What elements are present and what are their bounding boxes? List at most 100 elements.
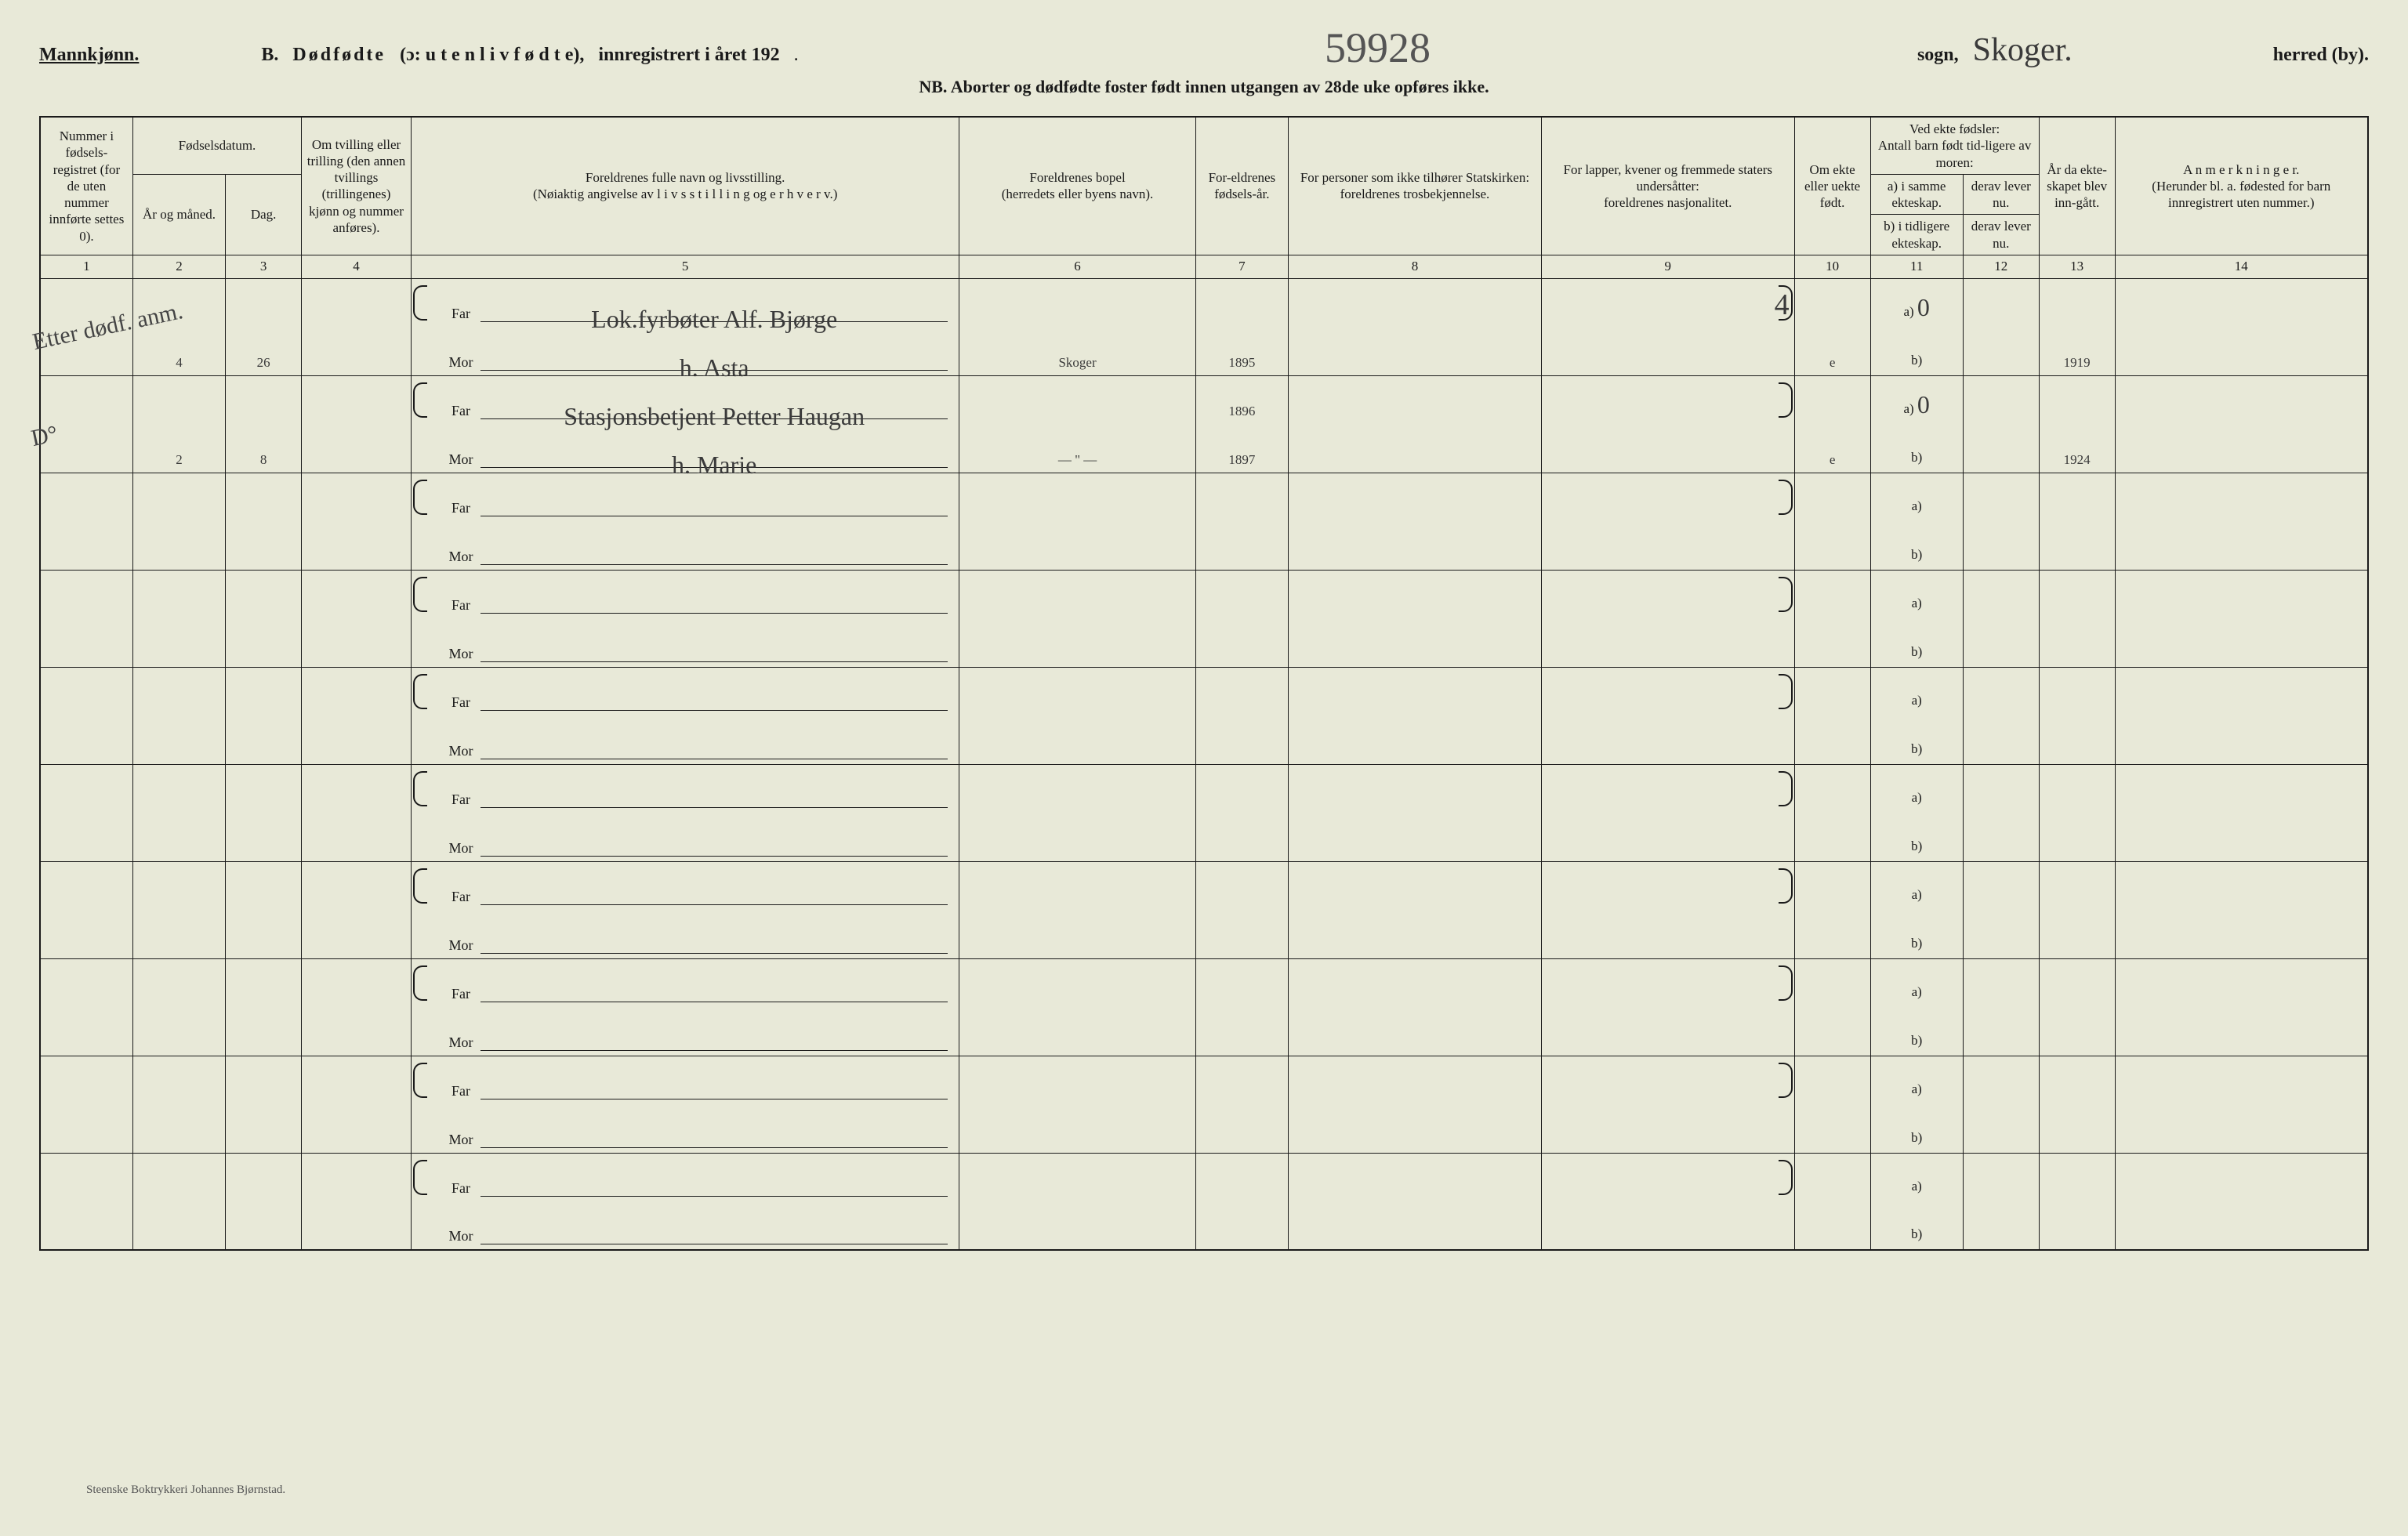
mor-label: Mor: [441, 840, 481, 857]
anm-cell: [2115, 764, 2368, 861]
col9-mor-cell: [1541, 1007, 1794, 1056]
col1-cell: [40, 1153, 132, 1250]
aar-ekt-cell: [2039, 1056, 2115, 1153]
mor-cell: Morh. Marie: [411, 424, 959, 473]
far-label: Far: [441, 597, 481, 614]
b-cell: b): [1870, 618, 1963, 667]
b-cell: b): [1870, 424, 1963, 473]
c12a-cell: [1963, 1056, 2039, 1104]
b-cell: b): [1870, 521, 1963, 570]
aar-ekt-cell: [2039, 1153, 2115, 1250]
aar-ekt-cell: [2039, 473, 2115, 570]
far-label: Far: [441, 694, 481, 711]
far-cell: Far: [411, 1153, 959, 1201]
col4-cell: [302, 570, 412, 667]
aar-ekt-cell: [2039, 958, 2115, 1056]
mor-aar-cell: [1195, 813, 1288, 861]
colnum: 13: [2039, 255, 2115, 278]
b-cell: b): [1870, 1201, 1963, 1250]
col1-cell: [40, 861, 132, 958]
far-label: Far: [441, 986, 481, 1002]
col3-cell: [226, 1153, 302, 1250]
colnum: 12: [1963, 255, 2039, 278]
col9-mor-cell: [1541, 813, 1794, 861]
anm-cell: [2115, 278, 2368, 375]
far-value: [481, 596, 948, 614]
ekte-cell: [1794, 861, 1870, 958]
col-11-group-header: Ved ekte fødsler: Antall barn født tid-l…: [1870, 117, 2039, 174]
col-2-group-header: Fødselsdatum.: [132, 117, 301, 174]
col9-far-cell: [1541, 958, 1794, 1007]
c12b-cell: [1963, 327, 2039, 375]
far-value: [481, 1082, 948, 1099]
far-aar-cell: [1195, 764, 1288, 813]
col4-cell: [302, 958, 412, 1056]
col2-cell: [132, 1056, 225, 1153]
mor-value: h. Asta: [481, 353, 948, 371]
mor-cell: Mor: [411, 813, 959, 861]
mor-cell: Mor: [411, 618, 959, 667]
bopel-cell: Skoger: [959, 278, 1195, 375]
col3-cell: [226, 764, 302, 861]
brace-right-icon: [1779, 382, 1793, 418]
footer-printer: Steenske Boktrykkeri Johannes Bjørnstad.: [86, 1483, 285, 1497]
col2-cell: [132, 764, 225, 861]
brace-icon: [413, 771, 427, 807]
mor-label: Mor: [441, 1132, 481, 1148]
col8-cell: [1289, 1056, 1542, 1153]
aar-ekt-cell: [2039, 570, 2115, 667]
col2-cell: [132, 861, 225, 958]
a-cell: a): [1870, 667, 1963, 715]
far-aar-cell: [1195, 861, 1288, 910]
brace-right-icon: [1779, 285, 1793, 321]
col8-cell: [1289, 861, 1542, 958]
c12b-cell: [1963, 424, 2039, 473]
far-value: [481, 985, 948, 1002]
bopel-cell: [959, 473, 1195, 570]
mor-aar-cell: [1195, 521, 1288, 570]
section-letter: B.: [261, 45, 278, 66]
far-label: Far: [441, 500, 481, 516]
col-4-header: Om tvilling eller trilling (den annen tv…: [302, 117, 412, 255]
mor-value: [481, 645, 948, 662]
mor-aar-cell: 1897: [1195, 424, 1288, 473]
c12a-cell: [1963, 473, 2039, 521]
a-cell: a) 0: [1870, 375, 1963, 424]
c12a-cell: [1963, 958, 2039, 1007]
mor-aar-cell: [1195, 1007, 1288, 1056]
bopel-cell: [959, 1153, 1195, 1250]
column-number-row: 1 2 3 4 5 6 7 8 9 10 11 12 13 14: [40, 255, 2368, 278]
brace-icon: [413, 577, 427, 613]
colnum: 10: [1794, 255, 1870, 278]
c12b-cell: [1963, 910, 2039, 958]
col2-cell: [132, 473, 225, 570]
ekte-cell: e: [1794, 375, 1870, 473]
b-cell: b): [1870, 813, 1963, 861]
header-row: Mannkjønn. B. Dødfødte (ɔ: u t e n l i v…: [39, 31, 2369, 69]
aar-ekt-cell: 1919: [2039, 278, 2115, 375]
title-main: Dødfødte: [292, 45, 386, 66]
bopel-cell: [959, 570, 1195, 667]
mor-cell: Mor: [411, 1201, 959, 1250]
anm-cell: [2115, 375, 2368, 473]
mor-aar-cell: 1895: [1195, 327, 1288, 375]
aar-ekt-cell: 1924: [2039, 375, 2115, 473]
col1-cell: [40, 764, 132, 861]
anm-cell: [2115, 958, 2368, 1056]
bopel-cell: [959, 958, 1195, 1056]
far-label: Far: [441, 1180, 481, 1197]
mor-label: Mor: [441, 1034, 481, 1051]
mor-cell: Morh. Asta: [411, 327, 959, 375]
colnum: 6: [959, 255, 1195, 278]
col1-cell: [40, 473, 132, 570]
col9-mor-cell: [1541, 521, 1794, 570]
anm-cell: [2115, 473, 2368, 570]
col4-cell: [302, 375, 412, 473]
col2-cell: 2: [132, 375, 225, 473]
col9-far-cell: [1541, 1153, 1794, 1201]
far-aar-cell: [1195, 278, 1288, 327]
far-label: Far: [441, 403, 481, 419]
colnum: 3: [226, 255, 302, 278]
title-paren: (ɔ: u t e n l i v f ø d t e),: [400, 45, 584, 66]
far-value: [481, 499, 948, 516]
